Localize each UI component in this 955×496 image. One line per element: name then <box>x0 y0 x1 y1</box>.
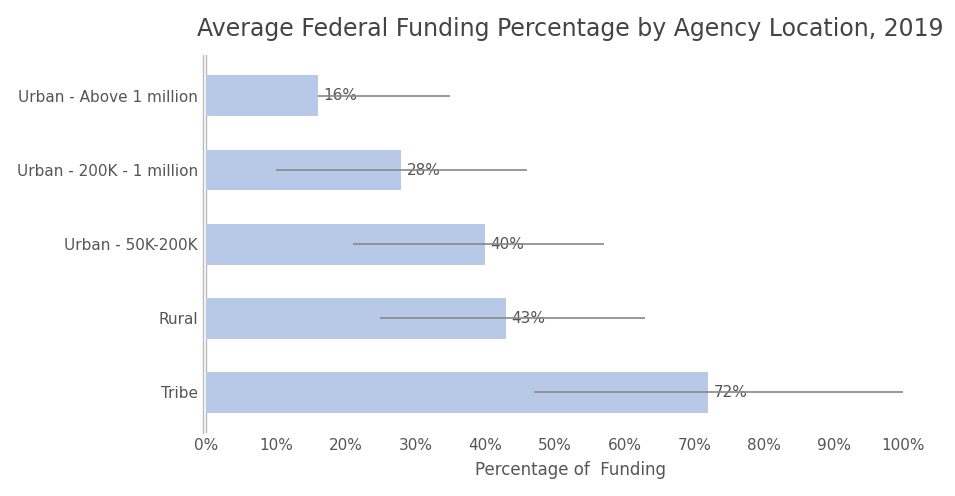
Text: 72%: 72% <box>713 385 748 400</box>
Bar <box>206 75 318 116</box>
Bar <box>206 372 709 413</box>
Text: 28%: 28% <box>407 163 441 178</box>
Text: 16%: 16% <box>324 88 357 103</box>
X-axis label: Percentage of  Funding: Percentage of Funding <box>475 461 666 479</box>
Text: 43%: 43% <box>512 311 545 326</box>
Bar <box>206 298 506 339</box>
Title: Average Federal Funding Percentage by Agency Location, 2019: Average Federal Funding Percentage by Ag… <box>198 17 944 41</box>
Bar <box>206 150 401 190</box>
Bar <box>206 224 485 264</box>
Text: 40%: 40% <box>491 237 524 251</box>
